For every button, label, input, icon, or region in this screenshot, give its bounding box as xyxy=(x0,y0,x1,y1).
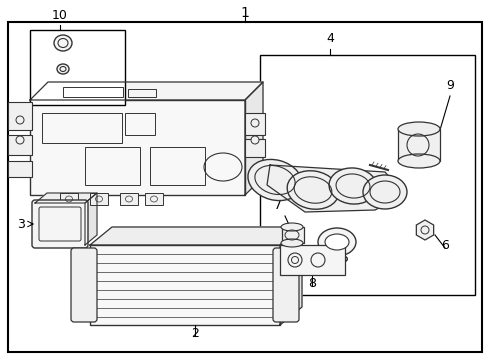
Ellipse shape xyxy=(16,116,24,124)
Bar xyxy=(30,100,245,195)
Text: 8: 8 xyxy=(308,277,316,290)
Bar xyxy=(245,139,265,157)
Text: 7: 7 xyxy=(274,199,282,212)
Ellipse shape xyxy=(398,122,440,136)
Text: 5: 5 xyxy=(341,252,349,265)
Text: 4: 4 xyxy=(326,32,334,45)
Text: 6: 6 xyxy=(441,239,449,252)
Polygon shape xyxy=(416,220,434,240)
Bar xyxy=(8,102,32,130)
Text: 10: 10 xyxy=(52,9,68,22)
Ellipse shape xyxy=(287,171,339,209)
Bar xyxy=(120,193,138,205)
Bar xyxy=(398,129,440,161)
Bar xyxy=(30,30,125,105)
Bar xyxy=(145,193,163,205)
Ellipse shape xyxy=(251,119,259,127)
Bar xyxy=(260,55,475,295)
Ellipse shape xyxy=(251,136,259,144)
Bar xyxy=(8,161,32,177)
Polygon shape xyxy=(35,193,97,203)
Bar xyxy=(90,193,108,205)
FancyBboxPatch shape xyxy=(273,248,299,322)
Bar xyxy=(245,113,265,135)
Ellipse shape xyxy=(325,234,349,250)
Polygon shape xyxy=(90,227,302,245)
Text: 1: 1 xyxy=(241,6,249,20)
Ellipse shape xyxy=(281,223,303,231)
Ellipse shape xyxy=(281,239,303,247)
Ellipse shape xyxy=(318,228,356,256)
Ellipse shape xyxy=(363,175,407,209)
Polygon shape xyxy=(245,82,263,195)
Bar xyxy=(90,245,280,325)
Bar xyxy=(128,89,156,97)
FancyBboxPatch shape xyxy=(71,248,97,322)
Ellipse shape xyxy=(329,168,377,204)
Bar xyxy=(85,147,140,185)
Text: 3: 3 xyxy=(17,217,25,230)
Polygon shape xyxy=(30,82,263,100)
Bar xyxy=(42,113,122,143)
Ellipse shape xyxy=(398,154,440,168)
Bar xyxy=(63,87,123,97)
Ellipse shape xyxy=(248,159,302,201)
Text: 2: 2 xyxy=(191,327,199,340)
Polygon shape xyxy=(280,227,302,325)
Text: 9: 9 xyxy=(446,79,454,92)
Ellipse shape xyxy=(54,35,72,51)
Ellipse shape xyxy=(57,64,69,74)
Bar xyxy=(280,245,345,275)
Polygon shape xyxy=(85,193,97,245)
Bar xyxy=(8,135,32,155)
Bar xyxy=(150,147,205,185)
Polygon shape xyxy=(267,165,405,212)
Bar xyxy=(60,193,78,205)
FancyBboxPatch shape xyxy=(32,200,88,248)
Bar xyxy=(282,227,304,243)
Bar xyxy=(125,113,155,135)
Ellipse shape xyxy=(16,136,24,144)
